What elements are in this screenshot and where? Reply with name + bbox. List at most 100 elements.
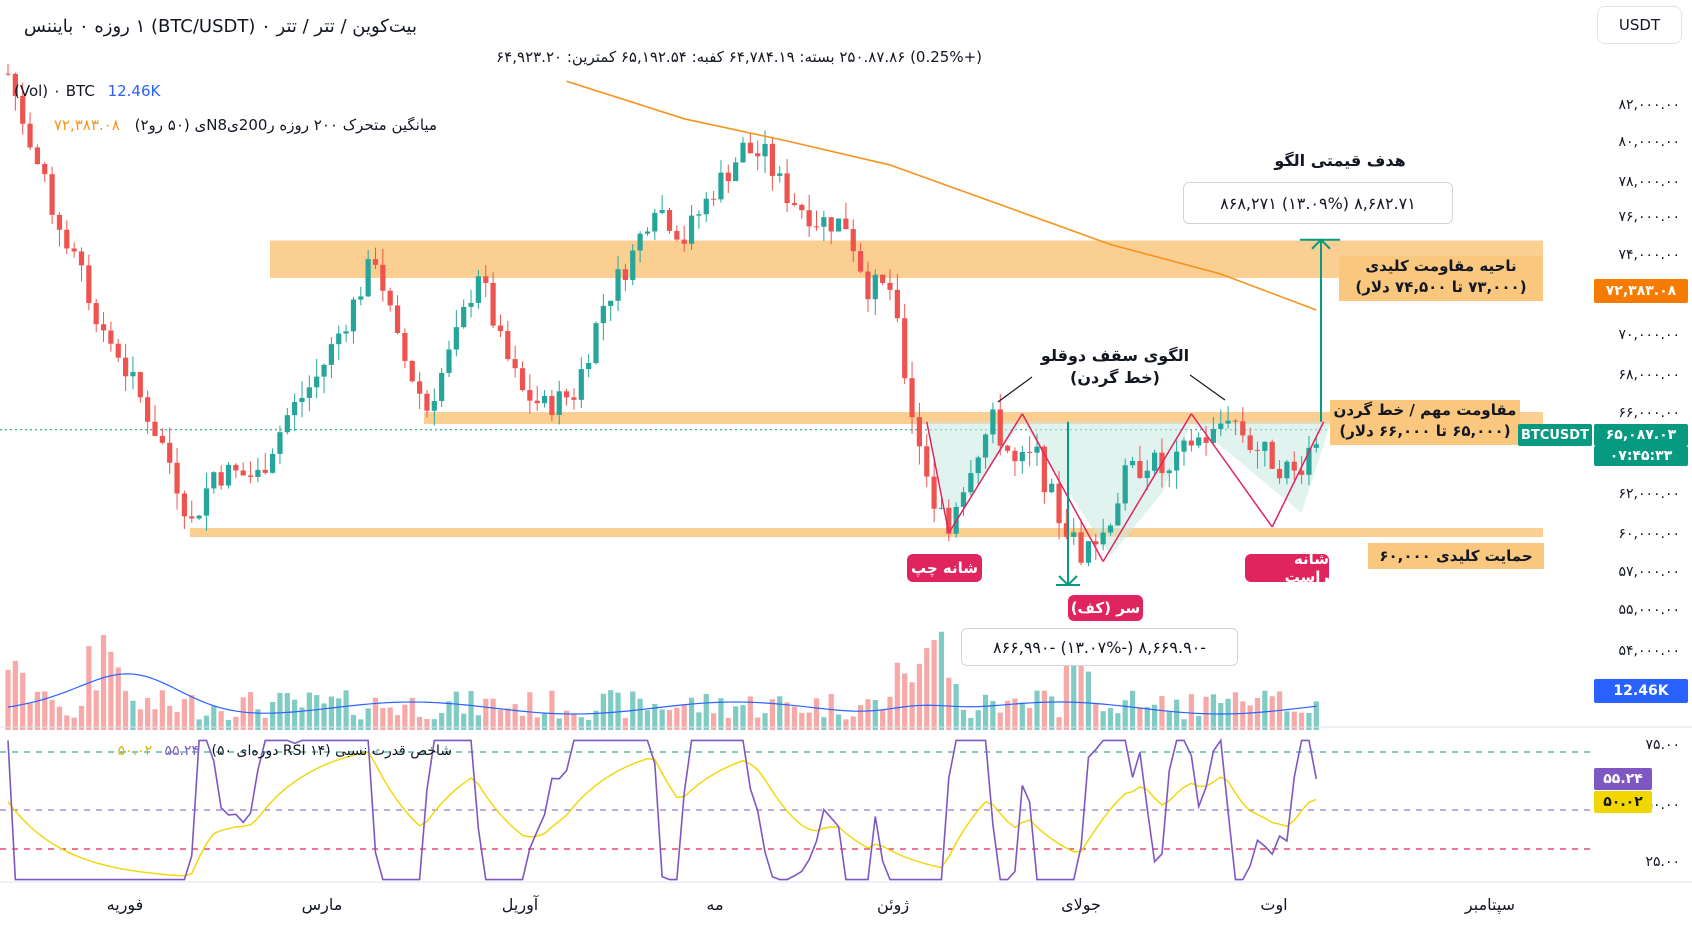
- volume-bar: [652, 704, 658, 730]
- candle-body: [784, 173, 790, 204]
- candle-body: [960, 492, 967, 507]
- candle-body: [277, 432, 283, 454]
- time-axis[interactable]: فوریه مارس آوریل مه ژوئن جولای اوت سپتامبر: [107, 895, 1515, 915]
- candle-body: [637, 233, 643, 251]
- currency-button[interactable]: USDT: [1597, 6, 1682, 44]
- volume-bar: [703, 694, 709, 730]
- candle-body: [49, 174, 55, 215]
- candle-body: [1093, 541, 1099, 545]
- month-label: جولای: [1061, 895, 1101, 915]
- candle-body: [439, 372, 445, 402]
- price-tick-label: ۸۲,۰۰۰.۰۰: [1618, 97, 1680, 113]
- volume-bar: [527, 692, 533, 730]
- volume-bar: [402, 704, 408, 730]
- pattern-segment: [1271, 421, 1325, 528]
- candle-body: [1100, 532, 1106, 545]
- price-tick-label: ۷۶,۰۰۰.۰۰: [1618, 209, 1680, 225]
- candle-body: [1049, 483, 1055, 493]
- candle-body: [887, 282, 893, 290]
- candle-body: [968, 473, 974, 493]
- candle-body: [1005, 445, 1011, 451]
- candle-body: [1027, 451, 1033, 453]
- candle-body: [314, 376, 320, 388]
- double-top-pointer-right: [1189, 374, 1226, 401]
- volume-bar: [262, 717, 268, 730]
- volume-bar: [1196, 715, 1202, 730]
- volume-bar: [858, 705, 864, 730]
- pattern-segment: [948, 413, 1023, 534]
- candle-body: [20, 95, 26, 124]
- volume-bar: [1247, 705, 1253, 730]
- volume-bar: [1144, 707, 1150, 730]
- volume-bar: [247, 692, 254, 730]
- candle-body: [872, 274, 878, 300]
- volume-bar: [688, 697, 695, 730]
- candle-body: [108, 330, 114, 344]
- volume-price-label: 12.46K: [1594, 679, 1688, 703]
- ma-legend-value: ۷۲,۳۸۳.۰۸: [53, 116, 120, 134]
- candle-body: [975, 457, 981, 474]
- candle-body: [350, 299, 357, 332]
- candle-body: [497, 325, 504, 332]
- volume-bar: [387, 707, 393, 730]
- price-tick-label: ۸۰,۰۰۰.۰۰: [1618, 134, 1680, 150]
- candle-body: [571, 397, 577, 400]
- candle-body: [1034, 446, 1040, 453]
- candle-body: [799, 204, 805, 211]
- candle-body: [225, 464, 232, 486]
- price-tick-label: ۶۶,۰۰۰.۰۰: [1618, 405, 1680, 421]
- pattern-segment: [1021, 413, 1104, 562]
- candle-body: [1071, 532, 1077, 537]
- volume-bar: [791, 706, 798, 730]
- volume-bar: [564, 710, 570, 730]
- symbol-label: BTCUSDT: [1518, 424, 1592, 446]
- volume-ma-line: [7, 673, 1317, 715]
- candle-body: [586, 362, 592, 370]
- candle-body: [858, 251, 864, 272]
- candle-body: [1137, 461, 1143, 478]
- volume-bar: [336, 698, 342, 730]
- candle-body: [534, 400, 540, 404]
- candle-body: [990, 409, 996, 435]
- candle-body: [1078, 532, 1084, 563]
- volume-bar: [497, 709, 504, 730]
- volume-bar: [233, 716, 239, 730]
- volume-bar: [1041, 690, 1047, 730]
- volume-bar: [887, 696, 893, 730]
- ma200-polyline: [566, 80, 1317, 311]
- volume-bar: [505, 708, 511, 730]
- volume-bar: [78, 705, 85, 730]
- volume-bar: [960, 709, 967, 730]
- candle-body: [372, 259, 379, 265]
- candle-body: [123, 357, 129, 377]
- volume-bar: [167, 705, 173, 730]
- volume-bar: [1012, 698, 1018, 730]
- candle-body: [299, 397, 305, 402]
- candle-body: [1041, 446, 1047, 493]
- candle-body: [1203, 437, 1209, 443]
- candle-body: [688, 215, 695, 244]
- volume-bar: [924, 648, 930, 730]
- volume-bar: [468, 691, 474, 730]
- price-tick-label: ۵۴,۰۰۰.۰۰: [1618, 643, 1680, 659]
- candle-body: [1276, 468, 1283, 479]
- candle-body: [1063, 523, 1069, 537]
- candle-body: [564, 391, 570, 398]
- candle-body: [1152, 452, 1158, 471]
- candle-body: [167, 442, 173, 463]
- candle-body: [600, 305, 606, 324]
- price-axis[interactable]: ۸۲,۰۰۰.۰۰ ۸۰,۰۰۰.۰۰ ۷۸,۰۰۰.۰۰ ۷۶,۰۰۰.۰۰ ۷۴,۰…: [1618, 97, 1680, 870]
- volume-bar: [225, 719, 232, 730]
- candle-body: [674, 230, 680, 240]
- volume-bar: [461, 713, 467, 730]
- candle-body: [115, 343, 121, 358]
- candle-body: [894, 289, 900, 319]
- volume-bar: [1232, 692, 1239, 730]
- volume-bar: [777, 696, 783, 730]
- rsi-legend-label: شاخص قدرت نسبی (RSI ۱۴ دوره‌ای ۵۰): [211, 743, 452, 759]
- volume-bar: [56, 706, 63, 730]
- volume-bar: [306, 692, 312, 730]
- volume-bar: [843, 719, 849, 730]
- support-line: [190, 528, 1543, 537]
